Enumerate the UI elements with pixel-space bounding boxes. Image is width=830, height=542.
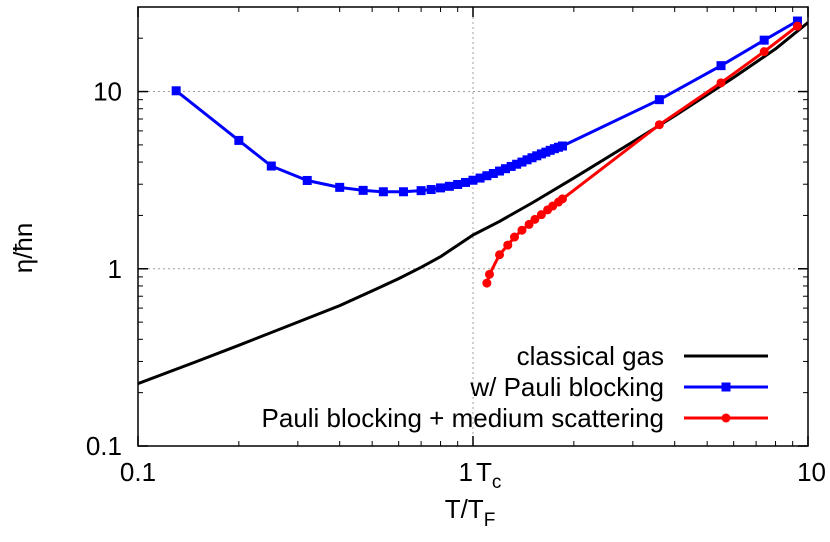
legend-marker [721,382,731,392]
data-point [654,120,664,130]
data-point [527,153,537,163]
data-point [436,183,446,193]
data-point [524,219,534,229]
svg-text:Tc: Tc [476,457,501,493]
grid [138,7,808,446]
data-point [378,187,388,197]
data-point [503,240,513,250]
x-axis-title: T/TF [445,494,496,531]
y-axis-title: η/ħn [8,223,38,274]
data-point [358,185,368,195]
x-tick-label: 10 [797,457,826,487]
data-point [398,187,408,197]
data-point [759,47,769,57]
data-point [484,269,494,279]
tc-annotation-subscript: c [492,472,502,493]
data-point [234,135,244,145]
legend-label: w/ Pauli blocking [469,372,664,402]
x-axis-title-subscript: F [484,510,496,531]
data-point [792,16,802,26]
data-point [453,179,463,189]
legend-label: classical gas [517,341,664,371]
data-point [759,35,769,45]
data-point [558,194,568,204]
series-line [138,21,808,386]
tc-annotation-text: T [476,457,492,487]
axis-ticks: 0.1 1 10 0.1 1 10 [86,7,826,487]
data-point [302,175,312,185]
data-point [532,151,542,161]
series-layer [138,16,808,386]
data-point [266,161,276,171]
x-tick-label: 1 [459,457,473,487]
data-point [530,214,540,224]
data-point [509,232,519,242]
svg-text:T/TF: T/TF [445,494,496,531]
data-point [654,95,664,105]
data-point [482,278,492,288]
data-point [500,164,510,174]
series-1 [171,16,802,197]
data-point [468,175,478,185]
x-axis-title-text: T/T [445,494,484,524]
data-point [517,225,527,235]
data-point [444,181,454,191]
data-point [475,173,485,183]
data-point [536,210,546,220]
x-tick-label: 0.1 [120,457,156,487]
data-point [716,61,726,71]
data-point [517,157,527,167]
legend-marker [721,413,731,423]
data-point [335,182,345,192]
data-point [558,141,568,151]
data-point [522,155,532,165]
series-0 [138,21,808,386]
data-point [506,161,516,171]
y-tick-label: 1 [108,254,122,284]
data-point [461,177,471,187]
data-point [416,186,426,196]
data-point [171,86,181,96]
tc-annotation: Tc [476,457,501,493]
y-tick-label: 0.1 [86,431,122,461]
data-point [792,21,802,31]
data-point [488,168,498,178]
data-point [426,185,436,195]
data-point [495,250,505,260]
data-point [482,171,492,181]
legend-label: Pauli blocking + medium scattering [262,403,664,433]
series-2 [482,21,802,288]
data-point [716,78,726,88]
data-point [512,159,522,169]
y-tick-label: 10 [93,77,122,107]
data-point [495,166,505,176]
